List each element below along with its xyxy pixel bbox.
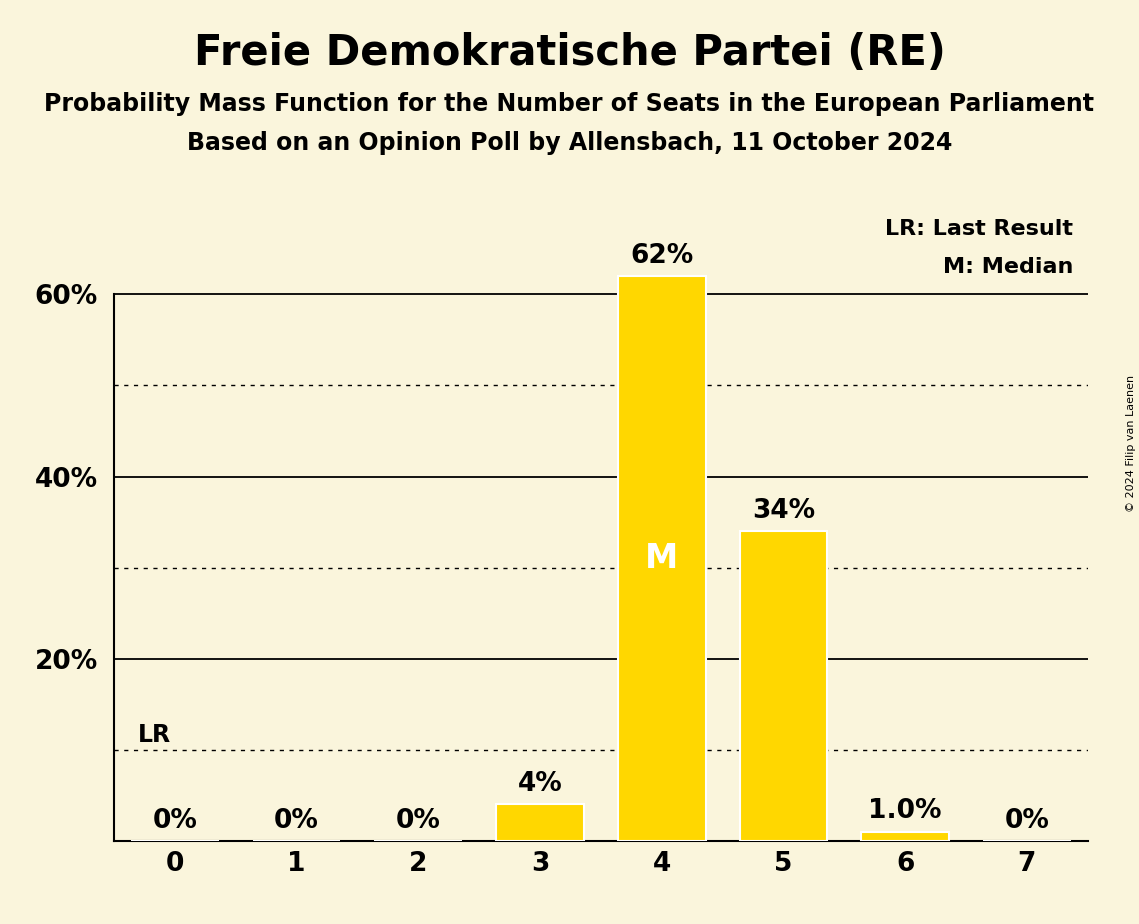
Text: © 2024 Filip van Laenen: © 2024 Filip van Laenen [1126, 375, 1136, 512]
Text: 0%: 0% [395, 808, 441, 833]
Text: 1.0%: 1.0% [868, 798, 942, 824]
Bar [617, 276, 705, 841]
Text: Based on an Opinion Poll by Allensbach, 11 October 2024: Based on an Opinion Poll by Allensbach, … [187, 131, 952, 155]
Text: Freie Demokratische Partei (RE): Freie Demokratische Partei (RE) [194, 32, 945, 74]
Text: 4%: 4% [517, 772, 563, 797]
Text: 34%: 34% [752, 498, 816, 524]
Bar [861, 832, 949, 841]
Text: 0%: 0% [153, 808, 197, 833]
Text: 0%: 0% [1005, 808, 1049, 833]
Text: 0%: 0% [274, 808, 319, 833]
Bar [497, 805, 584, 841]
Text: M: Median: M: Median [943, 258, 1073, 277]
Bar [739, 531, 827, 841]
Text: LR: Last Result: LR: Last Result [885, 219, 1073, 239]
Text: M: M [645, 542, 679, 575]
Text: LR: LR [138, 723, 171, 747]
Text: 62%: 62% [630, 243, 694, 269]
Text: Probability Mass Function for the Number of Seats in the European Parliament: Probability Mass Function for the Number… [44, 92, 1095, 116]
